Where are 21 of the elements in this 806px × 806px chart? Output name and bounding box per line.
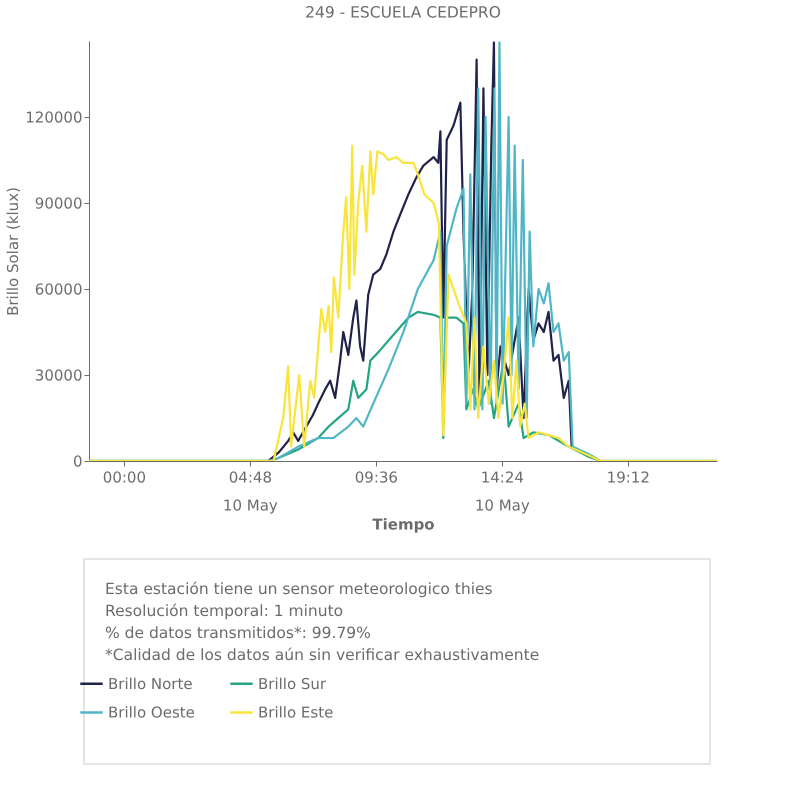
y-tick-label: 60000 — [34, 280, 82, 298]
y-axis-title: Brillo Solar (klux) — [4, 187, 22, 316]
text: % de datos transmitidos*: 99.79% — [105, 624, 371, 642]
x-tick-label: 04:48 10 May — [222, 468, 278, 514]
x-tick-label: 14:24 10 May — [474, 468, 530, 514]
legend-label: Brillo Este — [258, 704, 334, 722]
y-tick-label: 90000 — [34, 194, 82, 212]
y-tick-label: 30000 — [34, 366, 82, 384]
y-tick-label: 120000 — [25, 108, 82, 126]
x-tick-label: 09:36 — [354, 468, 398, 486]
legend-label: Brillo Norte — [108, 674, 193, 693]
legend-label: Brillo Sur — [258, 674, 327, 693]
legend-label: Brillo Oeste — [108, 704, 195, 722]
text: Resolución temporal: 1 minuto — [105, 602, 344, 620]
text: Esta estación tiene un sensor meteorologico thies — [105, 580, 493, 598]
chart-title: 249 - ESCUELA CEDEPRO — [305, 4, 501, 22]
x-axis-title: Tiempo — [372, 516, 435, 534]
x-tick-label: 19:12 — [606, 468, 650, 486]
y-tick-label: 0 — [72, 452, 82, 470]
text: *Calidad de los datos aún sin verificar exhaustivamente — [105, 646, 540, 664]
x-tick-label: 00:00 — [102, 468, 146, 486]
